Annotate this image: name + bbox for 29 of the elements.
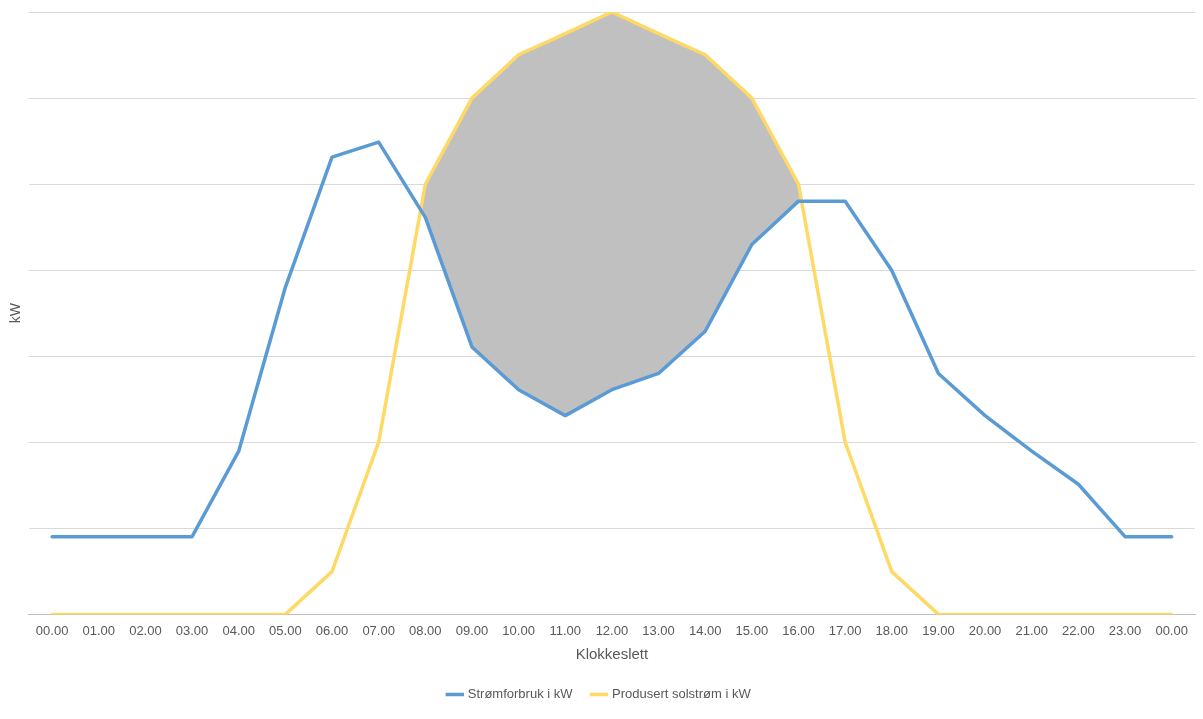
x-tick-label: 23.00	[1108, 622, 1142, 638]
x-tick-label: 04.00	[222, 622, 255, 638]
x-tick-label: 02.00	[129, 622, 162, 638]
x-tick-label: 07.00	[362, 622, 395, 638]
legend-label: Produsert solstrøm i kW	[612, 686, 752, 702]
x-tick-label: 19.00	[922, 622, 955, 638]
x-tick-label: 01.00	[82, 622, 116, 638]
x-tick-label: 22.00	[1062, 622, 1095, 638]
x-tick-label: 15.00	[735, 622, 769, 638]
x-tick-label: 12.00	[595, 622, 629, 638]
x-tick-label: 20.00	[968, 622, 1002, 638]
x-tick-label: 08.00	[409, 622, 442, 638]
x-tick-label: 00.00	[1155, 622, 1188, 638]
x-tick-label: 13.00	[642, 622, 675, 638]
x-tick-label: 21.00	[1015, 622, 1049, 638]
x-tick-label: 14.00	[688, 622, 722, 638]
x-tick-label: 09.00	[455, 622, 489, 638]
x-tick-label: 00.00	[35, 622, 69, 638]
x-tick-label: 11.00	[549, 622, 582, 638]
x-tick-label: 06.00	[315, 622, 349, 638]
x-tick-label: 17.00	[828, 622, 862, 638]
legend-label: Strømforbruk i kW	[467, 686, 574, 702]
x-axis-title: Klokkeslett	[575, 645, 649, 663]
x-tick-label: 16.00	[782, 622, 815, 638]
y-axis-title: kW	[7, 302, 24, 324]
x-tick-label: 05.00	[269, 622, 302, 638]
x-tick-label: 10.00	[502, 622, 535, 638]
x-tick-label: 18.00	[875, 622, 909, 638]
x-tick-label: 03.00	[175, 622, 209, 638]
